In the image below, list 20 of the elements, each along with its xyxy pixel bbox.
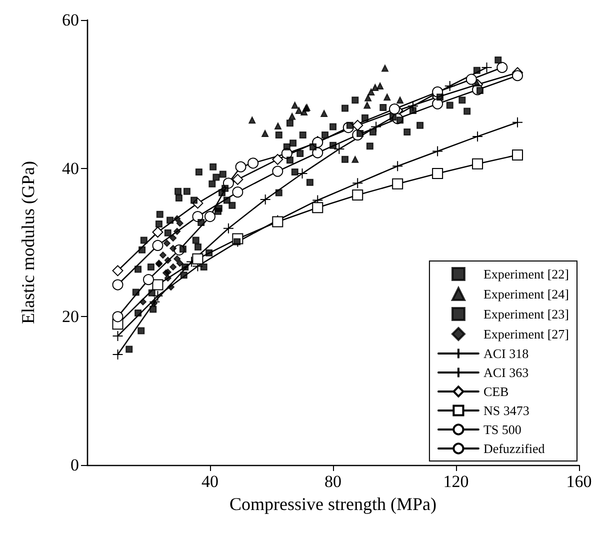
legend-label: CEB	[483, 384, 510, 399]
legend-label: Experiment [24]	[483, 286, 570, 302]
legend-label: ACI 318	[483, 346, 529, 361]
x-tick-label: 120	[443, 472, 469, 491]
x-tick-label: 80	[324, 472, 342, 491]
legend-label: Experiment [23]	[483, 306, 570, 322]
y-tick-label: 0	[70, 456, 79, 474]
y-axis-title: Elastic modulus (GPa)	[18, 161, 38, 324]
x-tick-label: 160	[566, 472, 592, 491]
x-tick-label: 40	[202, 472, 218, 491]
y-tick-label: 20	[62, 307, 79, 326]
y-tick-label: 40	[62, 158, 79, 178]
legend-label: TS 500	[483, 422, 522, 437]
legend-label: Defuzzified	[483, 441, 546, 456]
legend-label: Experiment [22]	[483, 266, 570, 282]
legend-label: Experiment [27]	[483, 326, 570, 342]
x-axis-title: Compressive strength (MPa)	[230, 494, 436, 514]
legend-label: ACI 363	[483, 365, 529, 380]
legend-label: NS 3473	[483, 403, 530, 418]
y-tick-label: 60	[62, 10, 79, 30]
